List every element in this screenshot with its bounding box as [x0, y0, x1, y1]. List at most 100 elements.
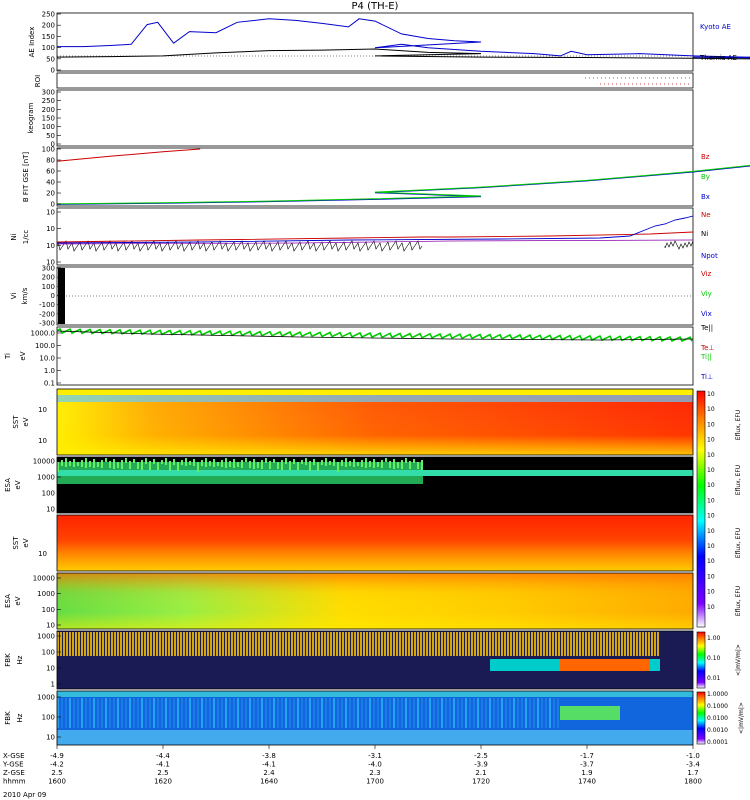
spectrogram-stripe [245, 698, 247, 728]
spectrogram-stripe [360, 632, 362, 656]
panel-frame [56, 388, 694, 456]
spectrogram-stripe [545, 698, 547, 728]
spectrogram-speckle [165, 458, 167, 465]
spectrogram-stripe [459, 632, 461, 656]
spectrogram-stripe [281, 698, 283, 728]
colorbar-tick-label: 10 [707, 497, 715, 504]
spectrogram-stripe [97, 698, 99, 728]
colorbar-tick-label: 0.0001 [707, 739, 728, 746]
footer-value: 1800 [684, 778, 702, 786]
spectrogram-stripe [570, 632, 572, 656]
spectrogram-speckle [229, 461, 231, 467]
spectrogram-stripe [543, 632, 545, 656]
spectrogram-stripe [303, 632, 305, 656]
spectrogram-stripe [449, 698, 451, 728]
tick-label: -300 [39, 320, 55, 328]
spectrogram-stripe [207, 632, 209, 656]
spectrogram-stripe [210, 632, 212, 656]
footer-value: 1700 [366, 778, 384, 786]
legend-bz: Bz [701, 153, 710, 161]
tick-label: 40 [46, 179, 55, 187]
spectrogram-stripe [573, 632, 575, 656]
spectrogram-stripe [402, 632, 404, 656]
spectrogram-speckle [265, 458, 267, 463]
spectrogram-speckle [213, 459, 215, 467]
footer-value: 1.9 [581, 769, 592, 777]
spectrogram-stripe [385, 698, 387, 728]
spectrogram-speckle [93, 459, 95, 468]
spectrogram-stripe [453, 632, 455, 656]
spectrogram-stripe [645, 632, 647, 656]
panel-sst-1: 10 10 SST eV [12, 388, 694, 456]
spectrogram-speckle [57, 462, 59, 472]
tick-label: 80 [46, 157, 55, 165]
spectrogram-stripe [387, 632, 389, 656]
spectrogram-stripe [145, 698, 147, 728]
footer-value: 1.7 [687, 769, 698, 777]
date-label: 2010 Apr 09 [3, 791, 46, 799]
spectrogram-speckle [97, 462, 99, 467]
footer-value: -4.2 [50, 761, 64, 769]
tick-label: 0 [51, 201, 55, 209]
spectrogram-stripe [558, 632, 560, 656]
spectrogram-stripe [473, 698, 475, 728]
spectrogram [57, 515, 693, 571]
colorbar-tick-label: 0.0100 [707, 715, 728, 722]
spectrogram-stripe [579, 632, 581, 656]
spectrogram-stripe [181, 698, 183, 728]
colorbar-label: <|mV/m|> [735, 644, 742, 676]
spectrogram-stripe [113, 698, 115, 728]
spectrogram-stripe [437, 698, 439, 728]
spectrogram-speckle [193, 459, 195, 466]
spectrogram-stripe [432, 632, 434, 656]
axis-label: SST [12, 536, 20, 550]
series-te-par [56, 330, 694, 341]
spectrogram-stripe [603, 632, 605, 656]
colorbar-tick-label: 10 [707, 482, 715, 489]
spectrogram-speckle [69, 461, 71, 466]
spectrogram-speckle [349, 461, 351, 466]
spectrogram-stripe [189, 632, 191, 656]
spectrogram-stripe [462, 632, 464, 656]
panel-fbk-2: 1000 100 10 FBK Hz [4, 690, 694, 746]
spectrogram-speckle [189, 461, 191, 465]
spectrogram-speckle [105, 458, 107, 462]
spectrogram-stripe [60, 632, 62, 656]
spectrogram-stripe [150, 632, 152, 656]
spectrogram-stripe [405, 698, 407, 728]
axis-label: B FIT GSE [nT] [22, 152, 30, 203]
spectrogram-stripe [183, 632, 185, 656]
spectrogram-stripe [533, 698, 535, 728]
spectrogram-stripe [396, 632, 398, 656]
spectrogram-speckle [285, 458, 287, 464]
spectrogram-stripe [231, 632, 233, 656]
spectrogram-stripe [129, 698, 131, 728]
spectrogram-stripe [84, 632, 86, 656]
spectrogram-stripe [149, 698, 151, 728]
spectrogram-stripe [89, 698, 91, 728]
spectrogram-speckle [297, 462, 299, 470]
chart-title: P4 (TH-E) [352, 1, 399, 12]
spectrogram-stripe [177, 698, 179, 728]
spectrogram-low-band [57, 730, 693, 745]
spectrogram-stripe [205, 698, 207, 728]
spectrogram-stripe [329, 698, 331, 728]
spectrogram-stripe [216, 632, 218, 656]
panel-frame [56, 72, 694, 89]
spectrogram-stripe [411, 632, 413, 656]
footer-value: 1740 [578, 778, 596, 786]
tick-label: 1 [51, 681, 55, 689]
tick-label: 100 [42, 44, 55, 52]
spectrogram-speckle [397, 462, 399, 468]
panel-fbk-1: 1000 100 10 1 FBK Hz [4, 630, 694, 690]
tick-label: 10 [38, 406, 47, 414]
tick-label: 0 [51, 141, 55, 149]
spectrogram-stripe [255, 632, 257, 656]
spectrogram-stripe [324, 632, 326, 656]
spectrogram-speckle [197, 462, 199, 472]
spectrogram-speckle [341, 460, 343, 466]
spectrogram-stripe [555, 632, 557, 656]
spectrogram-speckle [421, 460, 423, 470]
axis-label: Vi [10, 293, 18, 300]
spectrogram-stripe [363, 632, 365, 656]
